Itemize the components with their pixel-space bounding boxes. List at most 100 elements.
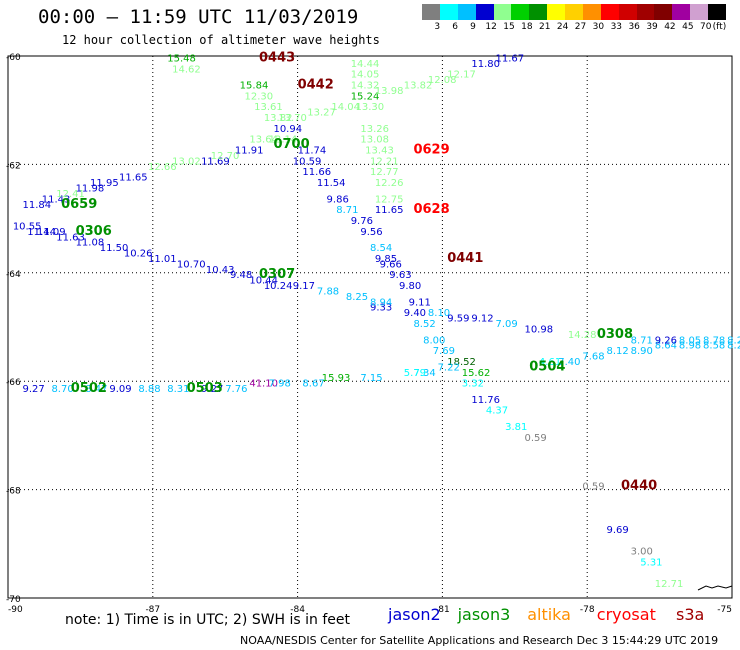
pass-time-label: 0628 — [413, 202, 449, 217]
colorbar-label: 3 — [434, 22, 441, 32]
note-text: note: 1) Time is in UTC; 2) SWH is in fe… — [65, 612, 351, 628]
swh-value: 9.86 — [327, 194, 349, 205]
swh-value: 7.69 — [433, 346, 455, 357]
swh-value: 3.81 — [505, 422, 527, 433]
swh-value: 8.25 — [346, 292, 368, 303]
swh-value: 13.98 — [375, 86, 404, 97]
pass-time-label: 0502 — [71, 381, 107, 396]
x-tick-label: -87 — [145, 605, 160, 615]
swh-value: 9.66 — [380, 259, 402, 270]
colorbar-swatch — [547, 4, 565, 20]
satellite-legend-altika: altika — [527, 605, 571, 624]
colorbar-swatch — [636, 4, 655, 20]
pass-time-label: 0504 — [529, 359, 565, 374]
x-tick-label: -75 — [717, 605, 732, 615]
swh-value: 12.77 — [370, 167, 399, 178]
y-tick-label: -60 — [6, 53, 21, 63]
swh-value: 13.70 — [278, 113, 307, 124]
swh-value: 13.27 — [307, 108, 336, 119]
colorbar-swatch — [618, 4, 637, 20]
swh-value: 7.15 — [360, 373, 382, 384]
swh-value: 8.88 — [138, 384, 160, 395]
swh-value: 8.28 — [727, 341, 740, 352]
swh-value: 8.70 — [51, 384, 73, 395]
swh-value: 7.34 — [413, 368, 435, 379]
swh-value: 9.56 — [360, 227, 382, 238]
map-title: 00:00 – 11:59 UTC 11/03/2019 — [38, 6, 359, 28]
swh-value: 11.63 — [56, 232, 85, 243]
pass-time-label: 0629 — [413, 143, 449, 158]
swh-value: 12.70 — [211, 151, 240, 162]
swh-value: 11.65 — [375, 205, 404, 216]
x-tick-label: -90 — [8, 605, 23, 615]
swh-value: 9.11 — [409, 297, 431, 308]
pass-time-label: 0306 — [76, 224, 112, 239]
swh-value: 0.59 — [582, 482, 604, 493]
swh-value: 9.63 — [389, 270, 411, 281]
colorbar-label: 27 — [574, 22, 587, 32]
satellite-legend-jason3: jason3 — [457, 605, 511, 624]
swh-value: 13.43 — [365, 146, 394, 157]
swh-value: 10.94 — [273, 124, 302, 135]
swh-value: 8.12 — [607, 346, 629, 357]
x-tick-label: -81 — [435, 605, 450, 615]
swh-value: 18.52 — [447, 357, 476, 368]
swh-value: 4.61 — [539, 357, 561, 368]
colorbar-swatch — [475, 4, 494, 20]
x-tick-label: -84 — [290, 605, 305, 615]
swh-value: 14.62 — [172, 64, 201, 75]
colorbar-label: 6 — [452, 22, 458, 32]
footer-credit: NOAA/NESDIS Center for Satellite Applica… — [240, 634, 719, 647]
swh-value: 9.80 — [399, 281, 421, 292]
swh-value: 8.10 — [428, 308, 450, 319]
swh-value: 8.31 — [167, 384, 189, 395]
swh-value: 9.76 — [351, 216, 373, 227]
swh-value: 15.62 — [462, 368, 491, 379]
satellite-legend-s3a: s3a — [676, 605, 705, 624]
colorbar — [422, 4, 726, 20]
swh-value: 7.68 — [582, 352, 604, 363]
colorbar-label: 42 — [664, 22, 676, 32]
swh-value: 8.54 — [370, 243, 392, 254]
swh-value: 10.59 — [293, 156, 322, 167]
swh-value: 9.26 — [655, 335, 677, 346]
pass-time-label: 0443 — [259, 50, 295, 65]
swh-value: 12.75 — [375, 194, 404, 205]
colorbar-label: 15 — [503, 22, 515, 32]
swh-value: 9.12 — [471, 314, 493, 325]
colorbar-swatch — [672, 4, 691, 20]
swh-value: 13.64 — [249, 135, 278, 146]
pass-time-label: 0440 — [621, 479, 657, 494]
swh-value: 14.32 — [351, 81, 380, 92]
colorbar-swatch — [529, 4, 548, 20]
x-tick-label: -78 — [580, 605, 595, 615]
swh-value: 11.84 — [22, 200, 51, 211]
colorbar-label: 24 — [556, 22, 569, 32]
swh-value: 11.76 — [471, 395, 500, 406]
swh-value: 7.98 — [269, 379, 291, 390]
colorbar-swatch — [422, 4, 440, 20]
swh-value: 13.08 — [360, 135, 389, 146]
swh-value: 8.78 — [703, 335, 725, 346]
colorbar-label: 21 — [539, 22, 551, 32]
swh-value: 5.31 — [640, 557, 662, 568]
swh-value: 12.30 — [245, 91, 274, 102]
swh-value: 13.30 — [356, 102, 385, 113]
colorbar-swatch — [582, 4, 601, 20]
swh-value: 11.44 — [27, 227, 56, 238]
colorbar-labels: 3 6 9 12 15 18 21 24 27 30 33 36 39 42 45 70 (ft) — [422, 22, 740, 34]
swh-value: 13.26 — [360, 124, 389, 135]
swh-value: 12.66 — [148, 162, 177, 173]
swh-value: 11.43 — [42, 194, 71, 205]
pass-time-label: 0700 — [273, 137, 309, 152]
colorbar-label: 45 — [682, 22, 694, 32]
swh-value: 4.37 — [486, 406, 508, 417]
swh-value: 8.64 — [655, 341, 677, 352]
colorbar-label: 30 — [592, 22, 605, 32]
swh-value: 11.69 — [201, 156, 230, 167]
swh-value: 12.71 — [655, 579, 684, 590]
swh-value: 12.14 — [269, 135, 298, 146]
swh-value: 12.17 — [447, 70, 476, 81]
colorbar-swatch — [493, 4, 512, 20]
